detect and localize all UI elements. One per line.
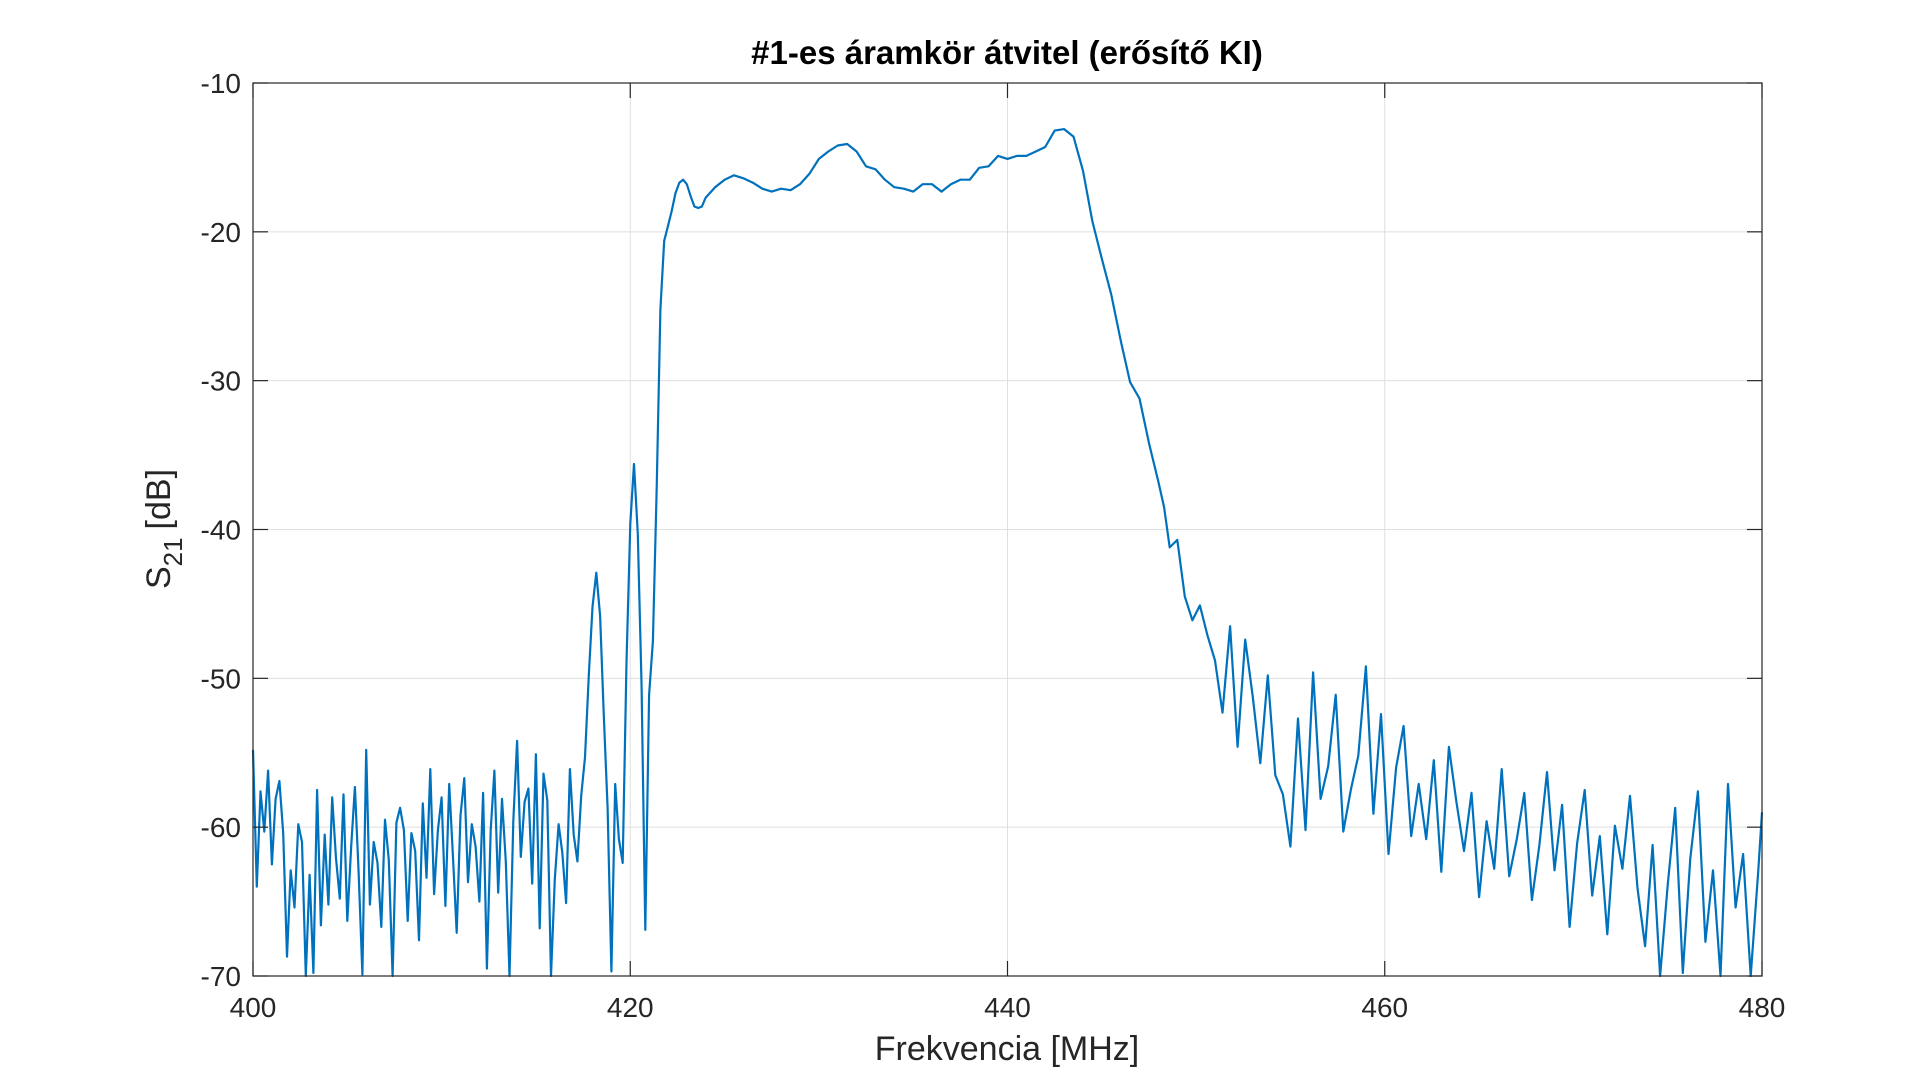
x-tick-label: 440	[984, 992, 1031, 1023]
y-tick-labels: -70 -60 -50 -40 -30 -20 -10	[201, 68, 241, 992]
x-tick-label: 420	[607, 992, 654, 1023]
y-tick-label: -20	[201, 217, 241, 248]
x-tick-labels: 400 420 440 460 480	[230, 992, 1786, 1023]
axis-ticks	[252, 82, 1763, 977]
x-tick-label: 480	[1739, 992, 1786, 1023]
y-tick-label: -50	[201, 663, 241, 694]
y-axis-symbol: S	[140, 566, 178, 589]
y-axis-subscript: 21	[158, 537, 188, 566]
chart-title: #1-es áramkör átvitel (erősítő KI)	[751, 34, 1263, 71]
y-tick-label: -60	[201, 812, 241, 843]
x-tick-label: 460	[1361, 992, 1408, 1023]
x-axis-title: Frekvencia [MHz]	[875, 1030, 1140, 1068]
y-axis-title: S21 [dB]	[140, 469, 188, 589]
y-tick-label: -40	[201, 515, 241, 546]
series-layer	[251, 128, 1764, 978]
grid-lines	[252, 82, 1763, 977]
y-axis-unit: [dB]	[140, 469, 178, 529]
y-tick-label: -70	[201, 961, 241, 992]
series-line	[251, 128, 1764, 978]
y-tick-label: -30	[201, 366, 241, 397]
x-tick-label: 400	[230, 992, 277, 1023]
y-tick-label: -10	[201, 68, 241, 99]
